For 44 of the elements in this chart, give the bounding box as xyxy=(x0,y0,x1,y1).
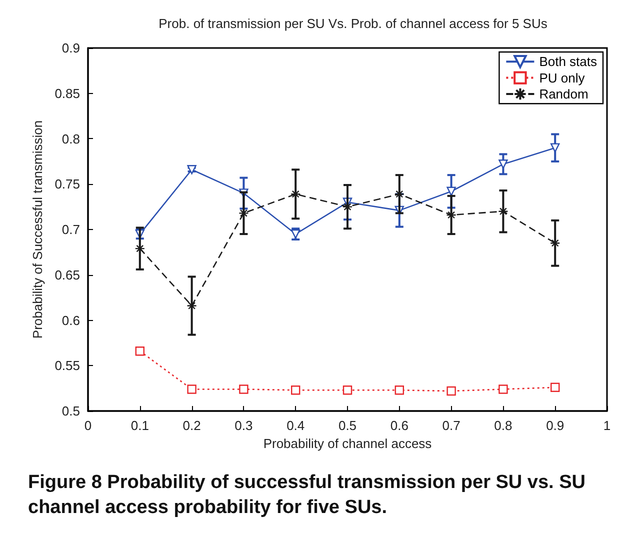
y-tick-label: 0.75 xyxy=(54,176,80,192)
x-tick-label: 0.7 xyxy=(442,418,460,433)
caption: Figure 8 Probability of successful transmission per SU vs. SU channel access probability for five SUs. xyxy=(28,472,591,518)
y-tick-label: 0.5 xyxy=(62,404,80,418)
legend-label: Both stats xyxy=(539,54,598,70)
x-axis-title: Probability of channel access xyxy=(263,436,432,451)
point xyxy=(394,386,404,395)
legend-label: PU only xyxy=(539,70,586,86)
y-tick-label: 0.55 xyxy=(54,358,80,374)
point xyxy=(187,384,196,394)
point xyxy=(446,386,456,396)
point xyxy=(186,300,197,311)
x-tick-label: 0.2 xyxy=(182,418,201,433)
x-tick-label: 0.1 xyxy=(130,418,149,433)
point xyxy=(498,384,508,394)
point xyxy=(290,189,301,200)
point xyxy=(342,202,353,212)
point xyxy=(239,384,248,394)
point xyxy=(291,386,300,395)
x-tick-label: 0.9 xyxy=(546,418,564,433)
x-tick-label: 0 xyxy=(84,418,92,433)
x-tick-label: 0.4 xyxy=(286,418,305,433)
x-tick-label: 0.6 xyxy=(390,418,408,433)
x-tick-label: 0.5 xyxy=(338,418,357,433)
y-tick-label: 0.7 xyxy=(62,222,80,237)
y-tick-label: 0.8 xyxy=(62,131,80,146)
y-tick-label: 0.65 xyxy=(54,267,80,282)
point xyxy=(135,346,144,356)
y-tick-label: 0.85 xyxy=(54,86,80,101)
point xyxy=(498,206,508,216)
point xyxy=(550,143,560,152)
x-tick-label: 1 xyxy=(603,418,611,433)
point xyxy=(550,382,560,392)
point xyxy=(498,160,508,169)
y-tick-label: 0.6 xyxy=(62,312,80,328)
y-axis-title: Probability of Successful transmission xyxy=(30,120,45,339)
y-tick-label: 0.9 xyxy=(62,40,80,56)
legend-label: Random xyxy=(539,86,588,102)
chart-title: Prob. of transmission per SU Vs. Prob. of channel access for 5 SUs xyxy=(158,16,548,31)
x-tick-label: 0.3 xyxy=(234,418,253,433)
point xyxy=(550,238,560,248)
x-tick-label: 0.8 xyxy=(494,418,512,433)
point xyxy=(187,165,196,174)
point xyxy=(342,386,352,395)
